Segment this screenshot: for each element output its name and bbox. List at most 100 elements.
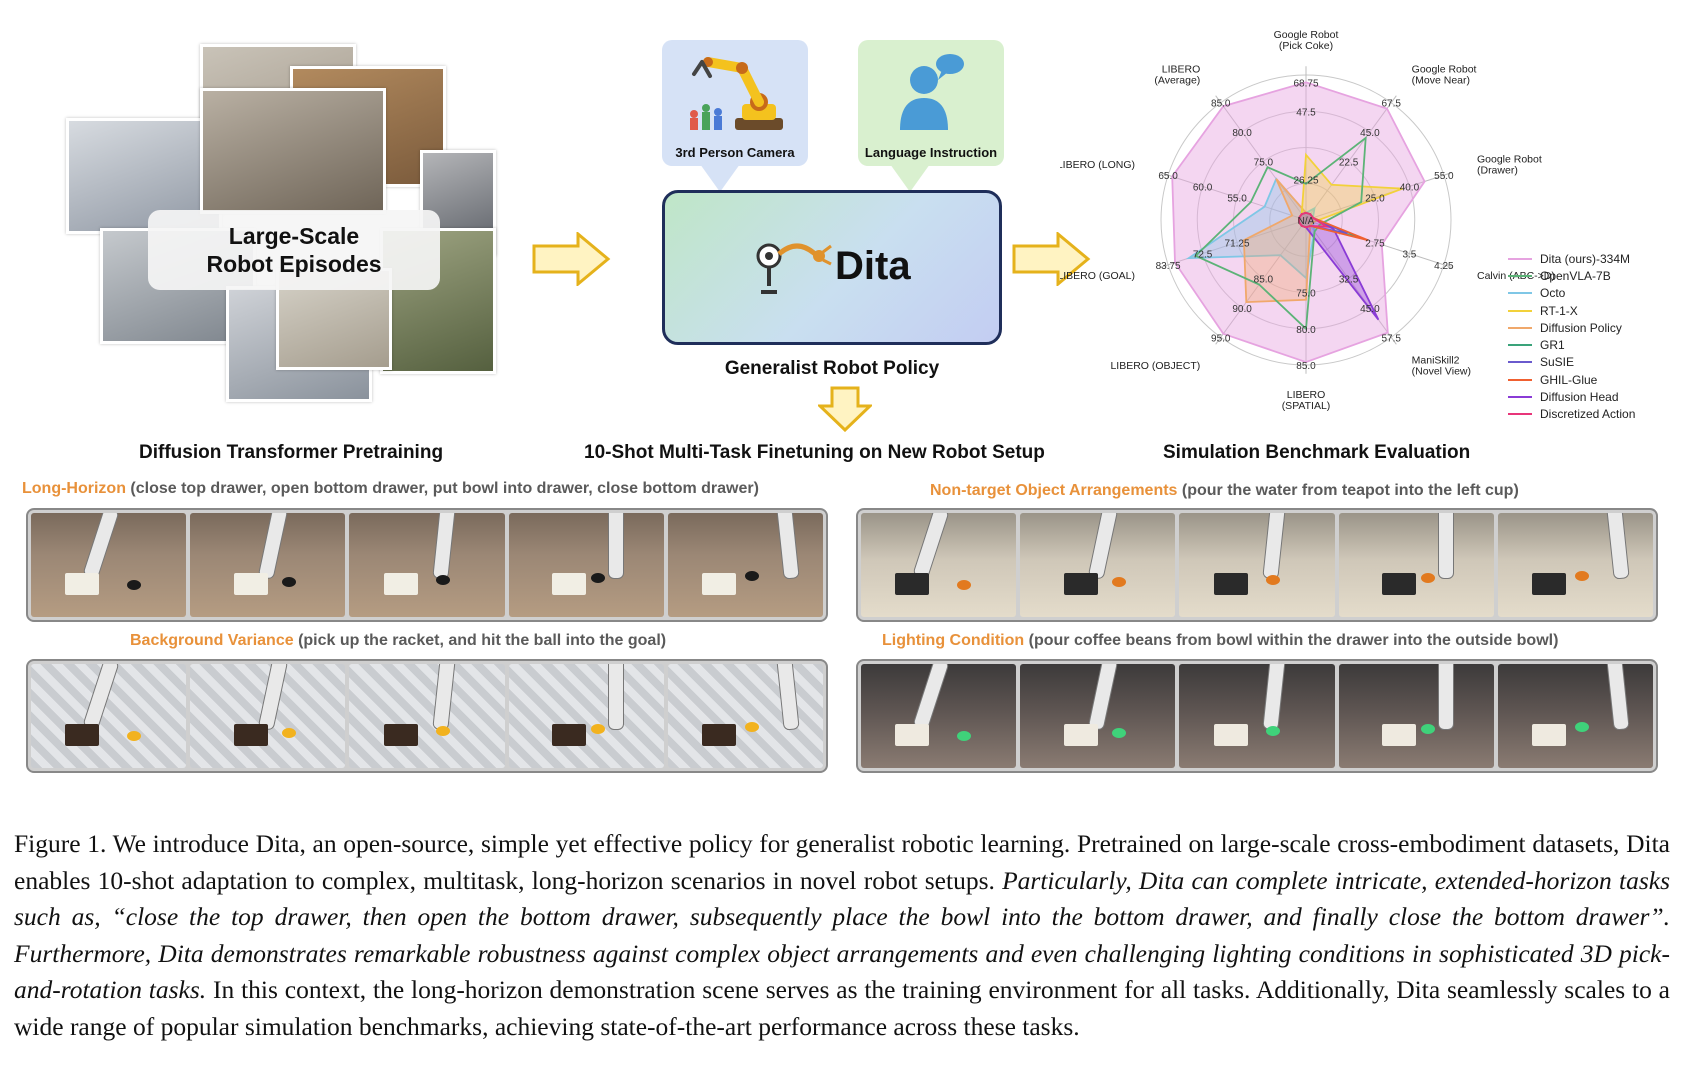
scene-object-shape <box>1382 724 1417 747</box>
radar-tick-label: 85.0 <box>1211 99 1231 110</box>
robot-arm-shape <box>257 513 288 580</box>
robot-arm-shape <box>1262 664 1287 731</box>
radar-axis-label-line: LIBERO (GOAL) <box>1060 270 1135 282</box>
video-frame <box>508 664 664 768</box>
legend-swatch <box>1508 378 1532 381</box>
robot-arm-shape <box>257 664 288 731</box>
radar-axis-line <box>1215 95 1307 221</box>
radar-axis-line <box>1305 219 1397 345</box>
radar-axis-labels: Google Robot (Pick Coke)Google Robot (Move… <box>1060 29 1555 412</box>
scene-accent-shape <box>281 577 296 588</box>
radar-axis-label-line: (Drawer) <box>1477 164 1518 176</box>
stage-label-evaluation: Simulation Benchmark Evaluation <box>1163 442 1471 463</box>
scene-accent-shape <box>436 575 451 586</box>
radar-axis-line <box>1159 172 1307 221</box>
legend-label: Diffusion Head <box>1540 390 1619 405</box>
robot-arm-shape <box>775 664 800 731</box>
scene-accent-shape <box>127 730 142 741</box>
robot-arm-shape <box>1087 513 1118 580</box>
stage-label-finetuning: 10-Shot Multi-Task Finetuning on New Rob… <box>584 442 1045 463</box>
radar-tick-label: 71.25 <box>1225 238 1250 249</box>
legend-entry: GR1 <box>1508 336 1635 353</box>
scene-object-shape <box>895 573 930 596</box>
radar-tick-label: 80.0 <box>1296 325 1316 336</box>
camera-card-pointer <box>700 164 740 192</box>
radar-tick-label: 57.5 <box>1381 333 1401 344</box>
radar-series <box>1171 81 1426 364</box>
policy-caption: Generalist Robot Policy <box>724 358 940 379</box>
camera-card-label: 3rd Person Camera <box>675 145 795 160</box>
frame-strip-long-horizon <box>26 508 828 622</box>
radar-tick-label: 85.0 <box>1296 361 1316 372</box>
legend-label: RT-1-X <box>1540 303 1578 318</box>
task-desc: (close top drawer, open bottom drawer, p… <box>125 480 759 497</box>
scene-object-shape <box>65 724 100 747</box>
scene-accent-shape <box>957 579 972 590</box>
model-name: Dita <box>835 244 911 288</box>
legend-label: SuSIE <box>1540 355 1575 370</box>
legend-label: GHIL-Glue <box>1540 372 1598 387</box>
language-card: Language Instruction <box>858 40 1004 166</box>
task-title-object-arrangements: Non-target Object Arrangements (pour the… <box>930 482 1519 500</box>
video-frame <box>349 664 505 768</box>
radar-axis-label: LIBERO (Average) <box>1154 64 1200 87</box>
robot-arm-shape <box>82 664 120 731</box>
radar-tick-label: 32.5 <box>1339 275 1359 286</box>
legend-label: Diffusion Policy <box>1540 320 1622 335</box>
radar-axis-label-line: LIBERO <box>1162 64 1201 76</box>
right-arrow-icon <box>532 232 611 286</box>
scene-accent-shape <box>1111 577 1126 588</box>
radar-tick-label: 47.5 <box>1296 107 1316 118</box>
radar-tick-label: 80.0 <box>1232 128 1252 139</box>
scene-object-shape <box>1213 724 1248 747</box>
legend-entry: Diffusion Head <box>1508 388 1635 405</box>
collage-label: Large-Scale Robot Episodes <box>148 210 440 290</box>
scene-accent-shape <box>127 579 142 590</box>
video-frame <box>861 664 1017 768</box>
task-highlight: Non-target Object Arrangements <box>930 482 1178 499</box>
radar-tick-label: 75.0 <box>1296 289 1316 300</box>
radar-tick-label: 85.0 <box>1254 275 1274 286</box>
caption-italic-text: Particularly, Dita can complete intricat… <box>14 865 1670 1005</box>
caption-text: Figure 1. We introduce Dita, an open-sou… <box>14 829 1670 895</box>
video-frame <box>1338 513 1494 617</box>
policy-box <box>662 190 1002 345</box>
scene-accent-shape <box>1266 575 1281 586</box>
radar-tick-label: 40.0 <box>1400 182 1420 193</box>
video-frame <box>861 513 1017 617</box>
radar-tick-label: 2.75 <box>1365 238 1385 249</box>
scene-object-shape <box>233 724 268 747</box>
radar-tick-label: 68.75 <box>1293 78 1318 89</box>
figure-caption: Figure 1. We introduce Dita, an open-sou… <box>14 826 1670 1045</box>
radar-axis-label-line: LIBERO (LONG) <box>1060 159 1135 171</box>
task-highlight: Long-Horizon <box>22 480 126 497</box>
radar-axis-label-line: (Average) <box>1154 75 1200 87</box>
video-frame <box>1338 664 1494 768</box>
radar-tick-label: 4.25 <box>1434 261 1454 272</box>
legend-swatch <box>1508 292 1532 295</box>
video-frame <box>667 513 824 617</box>
scene-accent-shape <box>745 722 760 733</box>
legend-label: Dita (ours)-334M <box>1540 251 1631 266</box>
radar-tick-label: 90.0 <box>1232 304 1252 315</box>
legend-swatch <box>1508 257 1532 260</box>
episode-photo <box>200 88 386 214</box>
scene-object-shape <box>1531 724 1566 747</box>
camera-card: 3rd Person Camera <box>662 40 808 166</box>
radar-tick-label: 55.0 <box>1227 194 1247 205</box>
video-frame <box>349 513 505 617</box>
scene-accent-shape <box>1420 724 1435 735</box>
task-desc: (pour coffee beans from bowl within the … <box>1024 632 1559 649</box>
video-frame <box>1179 513 1335 617</box>
radar-axis-label-line: Google Robot <box>1477 153 1542 165</box>
scene-object-shape <box>1063 724 1098 747</box>
scene-accent-shape <box>957 730 972 741</box>
radar-axis-line <box>1305 172 1453 221</box>
robot-arm-shape <box>912 513 950 580</box>
legend-entry: SuSIE <box>1508 354 1635 371</box>
radar-tick-label: 95.0 <box>1211 333 1231 344</box>
video-frame <box>1497 513 1654 617</box>
scene-object-shape <box>895 724 930 747</box>
radar-series-2 <box>1185 177 1316 280</box>
robot-arm-shape <box>1262 513 1287 580</box>
